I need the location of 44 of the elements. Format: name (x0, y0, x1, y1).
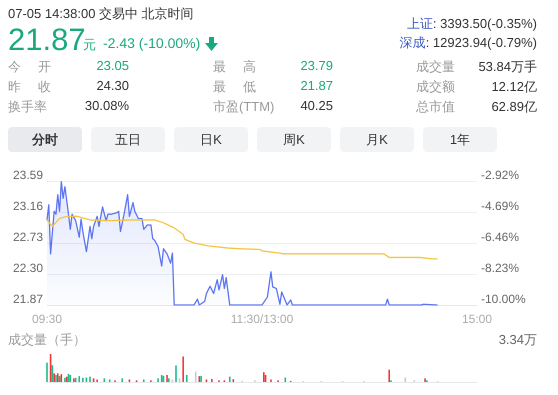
y2-tick-label: -10.00% (481, 292, 526, 306)
y-tick-label: 22.73 (12, 230, 44, 244)
text: 62.89亿 (491, 99, 537, 114)
text: 最低 (213, 78, 273, 96)
x-tick-label: 15:00 (462, 312, 492, 326)
text: 月K (340, 127, 414, 152)
y-tick-label: 22.30 (12, 261, 44, 275)
text: 24.30 (96, 78, 129, 93)
text: 深成 (400, 35, 426, 50)
text: 上证 (406, 16, 433, 31)
text: 元 (83, 37, 96, 54)
x-tick-label: 09:30 (32, 312, 62, 326)
y2-tick-label: -4.69% (481, 199, 520, 213)
y-axis-title: 成交量（手） (8, 332, 86, 347)
text: 07-05 14:38:00 交易中 北京时间 (8, 5, 194, 23)
text: 周K (257, 127, 331, 152)
text: 21.87 (300, 78, 333, 93)
text: 市盈(TTM) (213, 98, 274, 116)
text: 五日 (91, 127, 165, 152)
text: 日K (174, 127, 248, 152)
text: 换手率 (8, 98, 47, 116)
text: 53.84万手 (478, 59, 537, 74)
y-tick-label: 21.87 (12, 292, 44, 306)
text: 成交额 (416, 78, 455, 96)
text: 40.25 (300, 98, 333, 113)
text: 最高 (213, 58, 273, 76)
text: 3.34万 (498, 332, 538, 347)
y-tick-label: 23.59 (12, 168, 44, 182)
text: -2.43 (-10.00%) (103, 35, 200, 51)
text: 分时 (8, 127, 82, 152)
text: 成交量 (416, 58, 455, 76)
text: 1年 (423, 127, 497, 152)
text: 总市值 (416, 98, 455, 116)
y2-tick-label: -6.46% (481, 230, 520, 244)
y-tick-label: 23.16 (12, 199, 44, 213)
text: 30.08% (84, 98, 129, 113)
text: 今开 (8, 58, 68, 76)
text: 23.05 (96, 58, 129, 73)
text: 12.12亿 (491, 79, 537, 94)
y2-tick-label: -8.23% (481, 261, 520, 275)
x-tick-label: 11:30/13:00 (230, 312, 294, 326)
text: 昨收 (8, 78, 68, 96)
text: 23.79 (300, 58, 333, 73)
y2-tick-label: -2.92% (481, 168, 520, 182)
